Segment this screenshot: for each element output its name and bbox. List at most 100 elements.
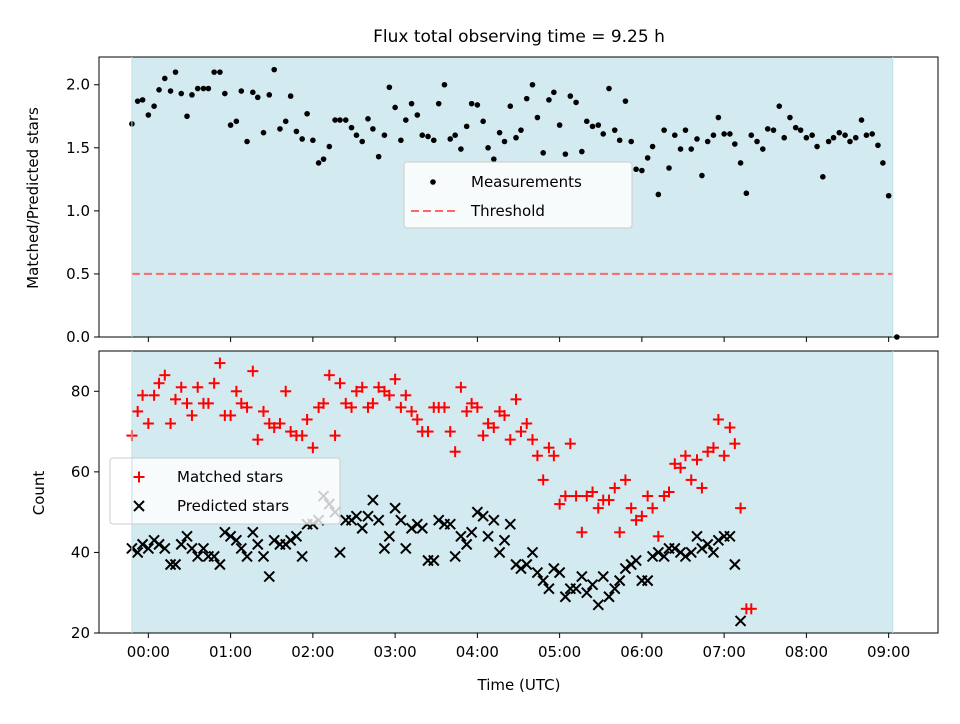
- predicted-star-point: [630, 554, 642, 567]
- predicted-star-point: [548, 562, 560, 575]
- measurement-point: [271, 66, 278, 73]
- measurement-point: [250, 89, 256, 96]
- measurement-point: [540, 150, 546, 156]
- y-tick-label: 2.0: [66, 76, 90, 94]
- predicted-star-point: [142, 542, 155, 555]
- matched-star-point: [422, 426, 434, 438]
- measurement-point: [606, 85, 612, 92]
- measurement-point: [644, 155, 651, 161]
- measurement-point: [556, 122, 563, 128]
- measurement-point: [430, 137, 437, 144]
- legend-label-threshold: Threshold: [470, 202, 545, 220]
- x-tick-label: 02:00: [291, 643, 334, 661]
- matched-star-point: [175, 381, 187, 393]
- measurement-point: [320, 156, 327, 162]
- measurement-point: [671, 132, 678, 138]
- measurement-point: [342, 117, 349, 123]
- predicted-star-point: [597, 570, 609, 583]
- measurement-point: [359, 138, 366, 145]
- measurement-point: [534, 114, 541, 121]
- matched-star-point: [235, 397, 247, 409]
- measurement-point: [529, 81, 536, 88]
- measurement-point: [639, 167, 645, 174]
- legend-box: [403, 161, 633, 229]
- predicted-star-point: [290, 530, 303, 543]
- measurement-point: [447, 136, 454, 142]
- matched-star-point: [603, 494, 615, 506]
- matched-star-point: [510, 393, 522, 405]
- matched-star-point: [274, 418, 286, 430]
- predicted-star-point: [181, 530, 193, 543]
- measurement-point: [677, 146, 684, 152]
- measurement-point: [326, 143, 333, 150]
- measurement-point: [151, 103, 157, 109]
- measurement-point: [277, 126, 283, 132]
- measurement-point: [546, 97, 552, 103]
- matched-star-point: [258, 405, 270, 417]
- measurement-point: [310, 137, 316, 144]
- measurement-point: [573, 99, 579, 106]
- legend-box: [109, 457, 341, 525]
- measurement-point: [304, 110, 310, 117]
- predicted-star-point: [230, 534, 243, 547]
- predicted-star-point: [433, 514, 445, 526]
- matched-star-point: [548, 450, 560, 462]
- predicted-star-point: [252, 538, 264, 551]
- measurement-point: [781, 134, 787, 141]
- measurement-point: [266, 92, 273, 98]
- predicted-star-point: [493, 546, 506, 559]
- predicted-star-point: [504, 518, 516, 530]
- measurement-point: [776, 103, 783, 109]
- measurement-point: [830, 134, 837, 141]
- matched-star-point: [735, 502, 747, 514]
- count-y-axis-label: Count: [30, 471, 48, 516]
- predicted-star-point: [449, 550, 461, 563]
- matched-star-point: [592, 502, 604, 514]
- measurement-point: [348, 124, 355, 131]
- matched-star-point: [280, 385, 292, 397]
- matched-star-point: [702, 446, 714, 458]
- y-tick-label: 20: [71, 624, 90, 642]
- matched-star-point: [521, 418, 533, 430]
- measurement-point: [787, 114, 793, 121]
- measurement-point: [710, 132, 717, 138]
- measurement-point: [567, 93, 574, 99]
- matched-star-point: [718, 450, 730, 462]
- measurement-point: [579, 148, 585, 155]
- predicted-star-point: [362, 510, 374, 522]
- predicted-star-point: [372, 514, 385, 526]
- predicted-star-point: [701, 538, 714, 551]
- legend-marker-measurements: [430, 179, 436, 185]
- measurement-point: [792, 124, 799, 131]
- count-panel-frame: [98, 350, 939, 634]
- predicted-star-point: [498, 534, 511, 547]
- matched-star-point: [581, 490, 593, 502]
- measurement-point: [699, 172, 705, 179]
- measurement-point: [595, 122, 602, 128]
- y-tick-label: 0.0: [66, 328, 90, 346]
- measurement-point: [474, 102, 481, 108]
- predicted-star-point: [186, 542, 198, 555]
- matched-star-point: [576, 526, 588, 538]
- measurement-point: [754, 138, 760, 145]
- matched-star-point: [619, 474, 631, 486]
- measurement-point: [721, 131, 727, 137]
- matched-star-point: [208, 377, 220, 389]
- matched-star-point: [461, 405, 473, 417]
- measurement-point: [814, 143, 820, 150]
- x-tick-label: 01:00: [209, 643, 252, 661]
- y-tick-label: 1.0: [66, 202, 90, 220]
- measurement-point: [737, 160, 744, 166]
- predicted-star-point: [465, 526, 478, 538]
- measurement-point: [408, 100, 415, 107]
- matched-star-point: [230, 385, 242, 397]
- x-axis-label: Time (UTC): [477, 676, 561, 694]
- predicted-star-point: [224, 530, 237, 543]
- legend-label-predicted: Predicted stars: [177, 497, 289, 515]
- predicted-star-point: [389, 502, 401, 514]
- measurement-point: [260, 129, 267, 136]
- matched-star-point: [685, 474, 697, 486]
- predicted-star-point: [471, 506, 484, 518]
- measurement-point: [337, 117, 343, 123]
- measurement-point: [694, 136, 700, 142]
